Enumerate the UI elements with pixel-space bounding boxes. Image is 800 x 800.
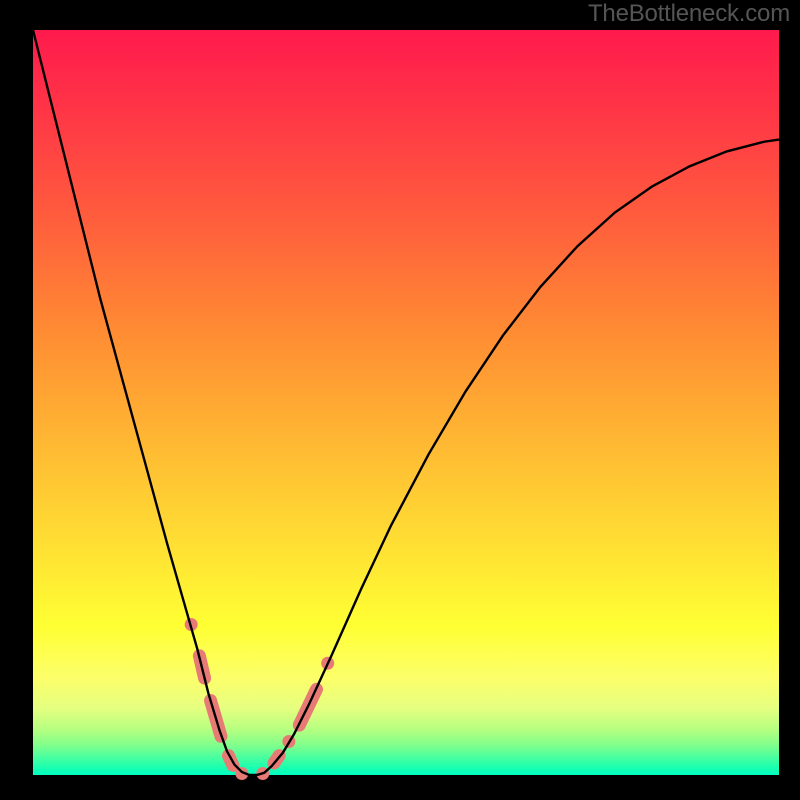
watermark-label: TheBottleneck.com: [588, 0, 790, 28]
plot-background: [33, 30, 779, 775]
chart-canvas: [0, 0, 800, 800]
chart-root: TheBottleneck.com: [0, 0, 800, 800]
